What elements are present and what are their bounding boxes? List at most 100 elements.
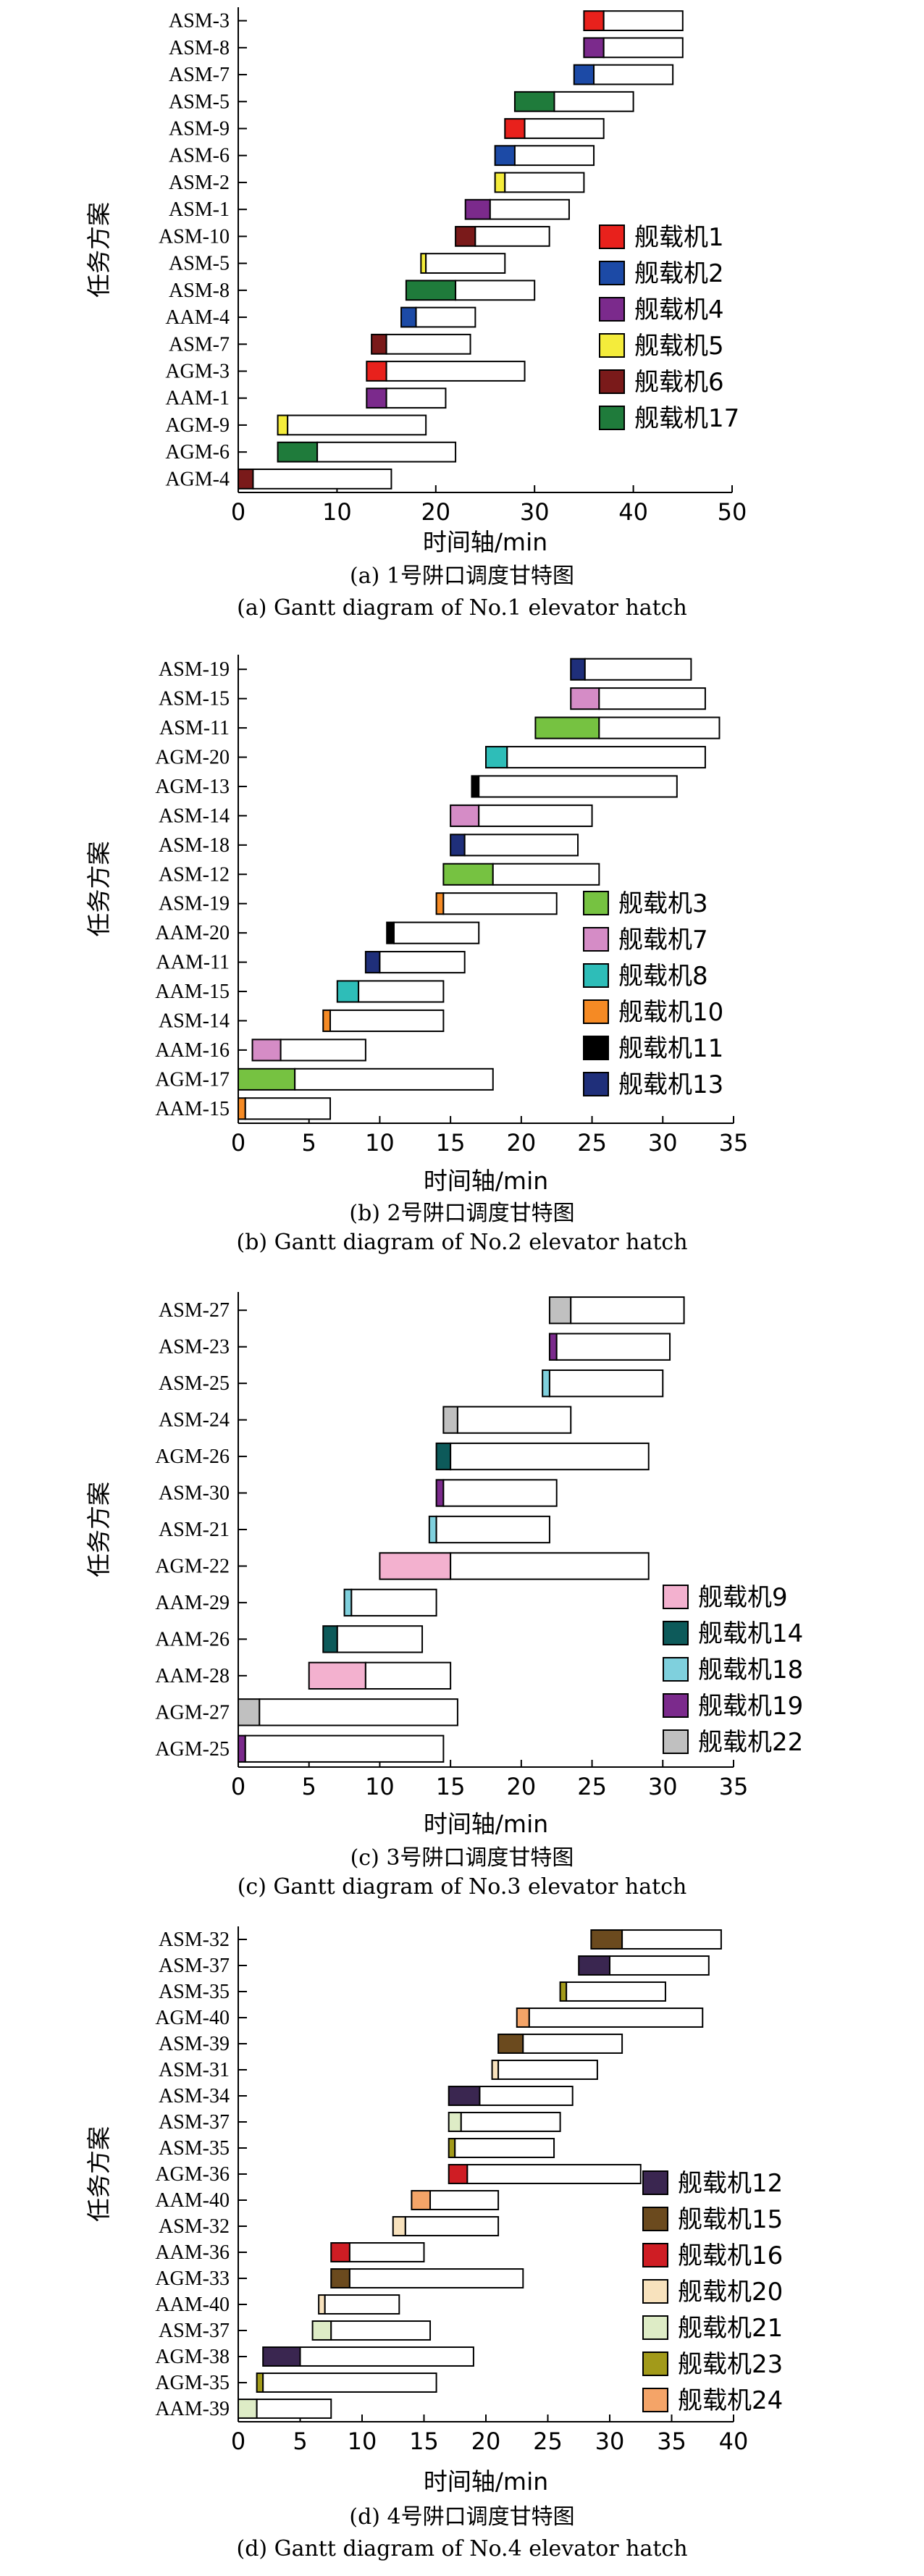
bar-aircraft-segment	[322, 1625, 338, 1653]
y-tick-label: ASM-25	[159, 1372, 230, 1395]
y-tick-label: ASM-8	[169, 280, 230, 302]
legend-label: 舰载机4	[634, 295, 724, 324]
bar-aircraft-segment	[364, 951, 381, 974]
bar-task-segment	[504, 172, 585, 193]
bar-task-segment	[524, 118, 605, 139]
legend-label: 舰载机13	[618, 1070, 723, 1099]
bar-aircraft-segment	[435, 1442, 452, 1471]
bar-task-segment	[425, 253, 506, 274]
bar-task-segment	[256, 2399, 332, 2419]
y-tick-label: ASM-6	[169, 145, 230, 167]
x-tick-label: 10	[322, 498, 352, 526]
bar-aircraft-segment	[559, 1981, 568, 2002]
gantt-panel-c: 0 5 10 15 20 25 30 35 时间轴/min 任务方案 ASM-27 ASM-23 ASM…	[0, 1282, 924, 1919]
bar-aircraft-segment	[450, 804, 480, 827]
bar-aircraft-segment	[251, 1039, 282, 1062]
legend-swatch	[642, 2207, 668, 2231]
caption-en-d: (d) Gantt diagram of No.4 elevator hatch	[236, 2536, 688, 2562]
legend-label: 舰载机1	[634, 223, 724, 252]
bar-aircraft-segment	[238, 468, 254, 490]
bar-aircraft-segment	[448, 2138, 456, 2158]
bar-task-segment	[463, 834, 579, 857]
bar-task-segment	[442, 892, 558, 915]
bar-aircraft-segment	[386, 921, 395, 944]
legend-label: 舰载机10	[618, 998, 723, 1027]
bar-task-segment	[252, 468, 392, 490]
bar-task-segment	[584, 658, 692, 681]
bar-task-segment	[593, 64, 674, 85]
legend-label: 舰载机20	[678, 2278, 783, 2307]
legend-label: 舰载机21	[678, 2314, 783, 2343]
y-axis-title: 任务方案	[85, 2126, 113, 2222]
y-tick-label: ASM-5	[169, 91, 230, 113]
y-tick-label: ASM-14	[159, 805, 230, 827]
y-tick-label: AAM-15	[155, 1098, 230, 1120]
bar-aircraft-segment	[238, 2399, 258, 2419]
y-tick-label: ASM-2	[169, 172, 230, 194]
x-tick-label: 30	[648, 1773, 678, 1800]
bar-task-segment	[450, 1552, 650, 1580]
bar-task-segment	[415, 306, 476, 328]
legend-label: 舰载机8	[618, 962, 708, 991]
y-tick-label: AGM-25	[155, 1738, 230, 1761]
bar-aircraft-segment	[583, 37, 605, 59]
bar-aircraft-segment	[262, 2346, 301, 2367]
y-tick-label: ASM-7	[169, 64, 230, 86]
y-tick-label: AAM-15	[155, 981, 230, 1003]
x-axis-title: 时间轴/min	[424, 1810, 548, 1838]
bar-aircraft-segment	[420, 253, 427, 274]
bar-task-segment	[466, 2164, 642, 2184]
bar-aircraft-segment	[455, 225, 476, 247]
x-tick-label: 20	[506, 1773, 536, 1800]
bar-task-segment	[294, 1067, 494, 1091]
bar-aircraft-segment	[238, 1734, 246, 1763]
x-tick-label: 40	[719, 2428, 749, 2455]
y-tick-label: ASM-21	[159, 1519, 230, 1541]
legend-label: 舰载机14	[698, 1619, 803, 1648]
x-axis-title: 时间轴/min	[424, 1167, 548, 1195]
bar-task-segment	[280, 1039, 366, 1062]
bar-task-segment	[479, 2086, 574, 2106]
legend-swatch	[663, 1657, 689, 1682]
y-tick-label: AAM-16	[155, 1039, 230, 1062]
bar-aircraft-segment	[343, 1588, 353, 1617]
bar-aircraft-segment	[464, 198, 491, 220]
y-axis-title: 任务方案	[85, 1482, 113, 1577]
bar-task-segment	[474, 225, 550, 247]
bar-task-segment	[259, 1698, 458, 1727]
y-axis-title: 任务方案	[85, 202, 113, 298]
bar-aircraft-segment	[400, 306, 417, 328]
caption-en-c: (c) Gantt diagram of No.3 elevator hatch	[237, 1874, 687, 1900]
bar-aircraft-segment	[516, 2007, 530, 2028]
legend-label: 舰载机5	[634, 332, 724, 361]
bar-task-segment	[348, 2242, 425, 2262]
legend-label: 舰载机12	[678, 2169, 783, 2198]
bar-task-segment	[456, 1406, 572, 1434]
bar-aircraft-segment	[238, 1698, 261, 1727]
y-tick-label: AAM-36	[155, 2241, 230, 2264]
legend-swatch	[599, 333, 625, 358]
bar-task-segment	[522, 2034, 623, 2054]
caption-cn-b: (b) 2号阱口调度甘特图	[349, 1201, 575, 1226]
legend-swatch	[583, 1072, 609, 1096]
x-tick-label: 35	[719, 1129, 749, 1157]
bar-aircraft-segment	[570, 687, 600, 710]
bar-task-segment	[497, 2060, 598, 2080]
bar-aircraft-segment	[578, 1955, 610, 1976]
y-tick-label: AGM-3	[165, 361, 230, 383]
gantt-chart-a: 0 10 20 30 40 50 时间轴/min 任务方案 ASM-3 ASM-8 ASM-7 ASM…	[85, 7, 747, 556]
y-tick-label: ASM-31	[159, 2059, 230, 2081]
x-tick-label: 25	[577, 1773, 607, 1800]
y-tick-label: AAM-29	[155, 1592, 230, 1614]
bar-aircraft-segment	[548, 1296, 572, 1325]
y-tick-label: ASM-7	[169, 333, 230, 356]
bar-task-segment	[492, 863, 600, 886]
bar-aircraft-segment	[570, 658, 586, 681]
legend-swatch	[642, 2388, 668, 2412]
x-tick-label: 0	[231, 498, 245, 526]
bar-aircraft-segment	[311, 2320, 332, 2341]
bar-task-segment	[602, 10, 684, 32]
bar-aircraft-segment	[336, 980, 360, 1003]
bar-aircraft-segment	[442, 1406, 458, 1434]
legend-label: 舰载机15	[678, 2205, 783, 2234]
